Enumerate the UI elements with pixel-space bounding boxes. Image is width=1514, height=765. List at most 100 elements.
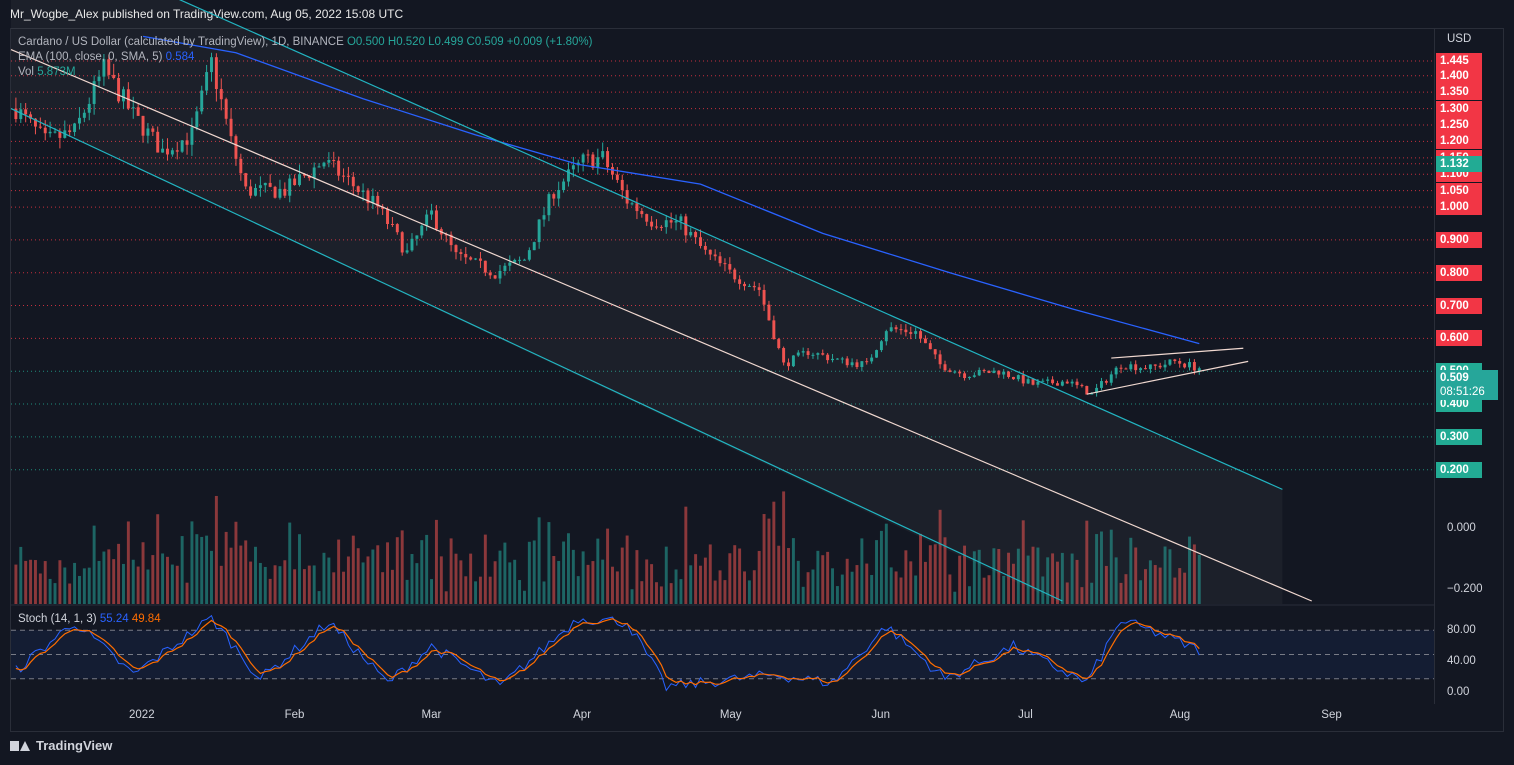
volume-bar — [650, 564, 654, 604]
price-badge: 1.000 — [1436, 199, 1482, 216]
candle-body — [469, 257, 473, 260]
volume-bar — [1197, 554, 1201, 604]
time-axis-label: Jul — [1018, 709, 1033, 721]
candle-body — [967, 376, 971, 379]
candle-body — [498, 270, 502, 279]
volume-bar — [195, 534, 199, 604]
candle-body — [19, 109, 23, 120]
candle-body — [395, 224, 399, 233]
volume-bar — [552, 555, 556, 604]
candle-body — [444, 234, 448, 236]
candle-body — [151, 128, 155, 132]
candle-body — [307, 175, 311, 179]
candle-body — [1168, 359, 1172, 365]
stoch-legend: Stoch (14, 1, 3) 55.24 49.84 — [18, 613, 161, 625]
volume-label[interactable]: Vol — [18, 66, 34, 78]
volume-bar — [816, 550, 820, 604]
stoch-axis-40: 40.00 — [1447, 655, 1476, 667]
candle-body — [161, 148, 165, 153]
candle-body — [1100, 381, 1103, 388]
candle-body — [239, 158, 243, 174]
candle-body — [107, 59, 111, 75]
volume-bar — [449, 538, 453, 604]
volume-bar — [1144, 569, 1147, 604]
candle-body — [679, 216, 683, 222]
candle-body — [1109, 374, 1113, 383]
volume-bar — [1060, 552, 1064, 604]
volume-bar — [777, 545, 781, 604]
volume-bar — [151, 555, 155, 604]
volume-bar — [1075, 559, 1079, 604]
candle-body — [312, 167, 316, 179]
candle-body — [156, 131, 160, 153]
volume-bar — [1090, 582, 1094, 604]
volume-bar — [1016, 548, 1020, 604]
candle-body — [747, 285, 751, 287]
volume-bar — [713, 580, 717, 604]
candle-body — [24, 109, 28, 115]
symbol-line[interactable]: Cardano / US Dollar (calculated by Tradi… — [18, 36, 344, 48]
price-axis[interactable] — [1434, 28, 1505, 704]
candle-body — [249, 186, 253, 196]
price-badge: 0.700 — [1436, 297, 1482, 314]
price-badge: 0.800 — [1436, 264, 1482, 281]
candle-body — [87, 103, 91, 113]
candle-body — [659, 226, 663, 228]
volume-bar — [1163, 546, 1167, 604]
candle-body — [288, 178, 292, 196]
volume-bar — [322, 552, 326, 604]
candle-body — [606, 151, 610, 168]
candle-body — [351, 176, 355, 187]
volume-bar — [1026, 555, 1030, 604]
currency-label: USD — [1447, 33, 1472, 45]
candle-body — [591, 154, 595, 168]
volume-bar — [33, 560, 37, 604]
candle-body — [831, 358, 834, 361]
volume-bar — [527, 541, 531, 604]
volume-value: 5.873M — [37, 66, 76, 78]
volume-bar — [361, 562, 365, 604]
candle-body — [728, 264, 732, 270]
volume-bar — [884, 523, 888, 604]
chart-frame[interactable] — [10, 28, 1504, 732]
volume-bar — [547, 522, 551, 604]
volume-bar — [738, 548, 742, 604]
time-axis-label: Aug — [1169, 709, 1191, 721]
axis-label-zero: 0.000 — [1447, 522, 1476, 534]
volume-bar — [337, 539, 341, 604]
volume-bar — [278, 566, 282, 604]
price-badge: 0.900 — [1436, 231, 1482, 248]
candle-body — [185, 140, 189, 145]
volume-bar — [606, 528, 610, 604]
stoch-axis-80: 80.00 — [1447, 624, 1476, 636]
candle-body — [596, 157, 600, 168]
volume-bar — [772, 501, 776, 604]
volume-bar — [469, 553, 473, 604]
volume-bar — [791, 538, 795, 604]
volume-bar — [312, 565, 316, 604]
volume-bar — [757, 550, 761, 604]
volume-bar — [156, 514, 160, 604]
volume-bar — [1158, 567, 1162, 604]
candle-body — [229, 118, 233, 137]
ema-label[interactable]: EMA (100, close, 0, SMA, 5) — [18, 51, 163, 63]
candle-body — [840, 358, 844, 360]
candle-body — [1188, 362, 1191, 368]
volume-bar — [914, 575, 918, 604]
candle-body — [738, 279, 742, 284]
candle-body — [337, 160, 341, 176]
candle-body — [112, 74, 116, 79]
volume-bar — [376, 545, 380, 604]
price-badge: 1.445 — [1436, 53, 1482, 69]
candle-body — [547, 194, 551, 216]
volume-bar — [684, 506, 688, 604]
candle-body — [430, 210, 434, 215]
candle-body — [635, 203, 639, 212]
candle-body — [645, 214, 649, 222]
volume-bar — [454, 553, 458, 604]
stoch-label[interactable]: Stoch (14, 1, 3) — [18, 613, 97, 625]
candle-body — [1046, 379, 1050, 381]
tradingview-brand[interactable]: TradingView — [10, 738, 112, 753]
volume-bar — [943, 537, 947, 604]
